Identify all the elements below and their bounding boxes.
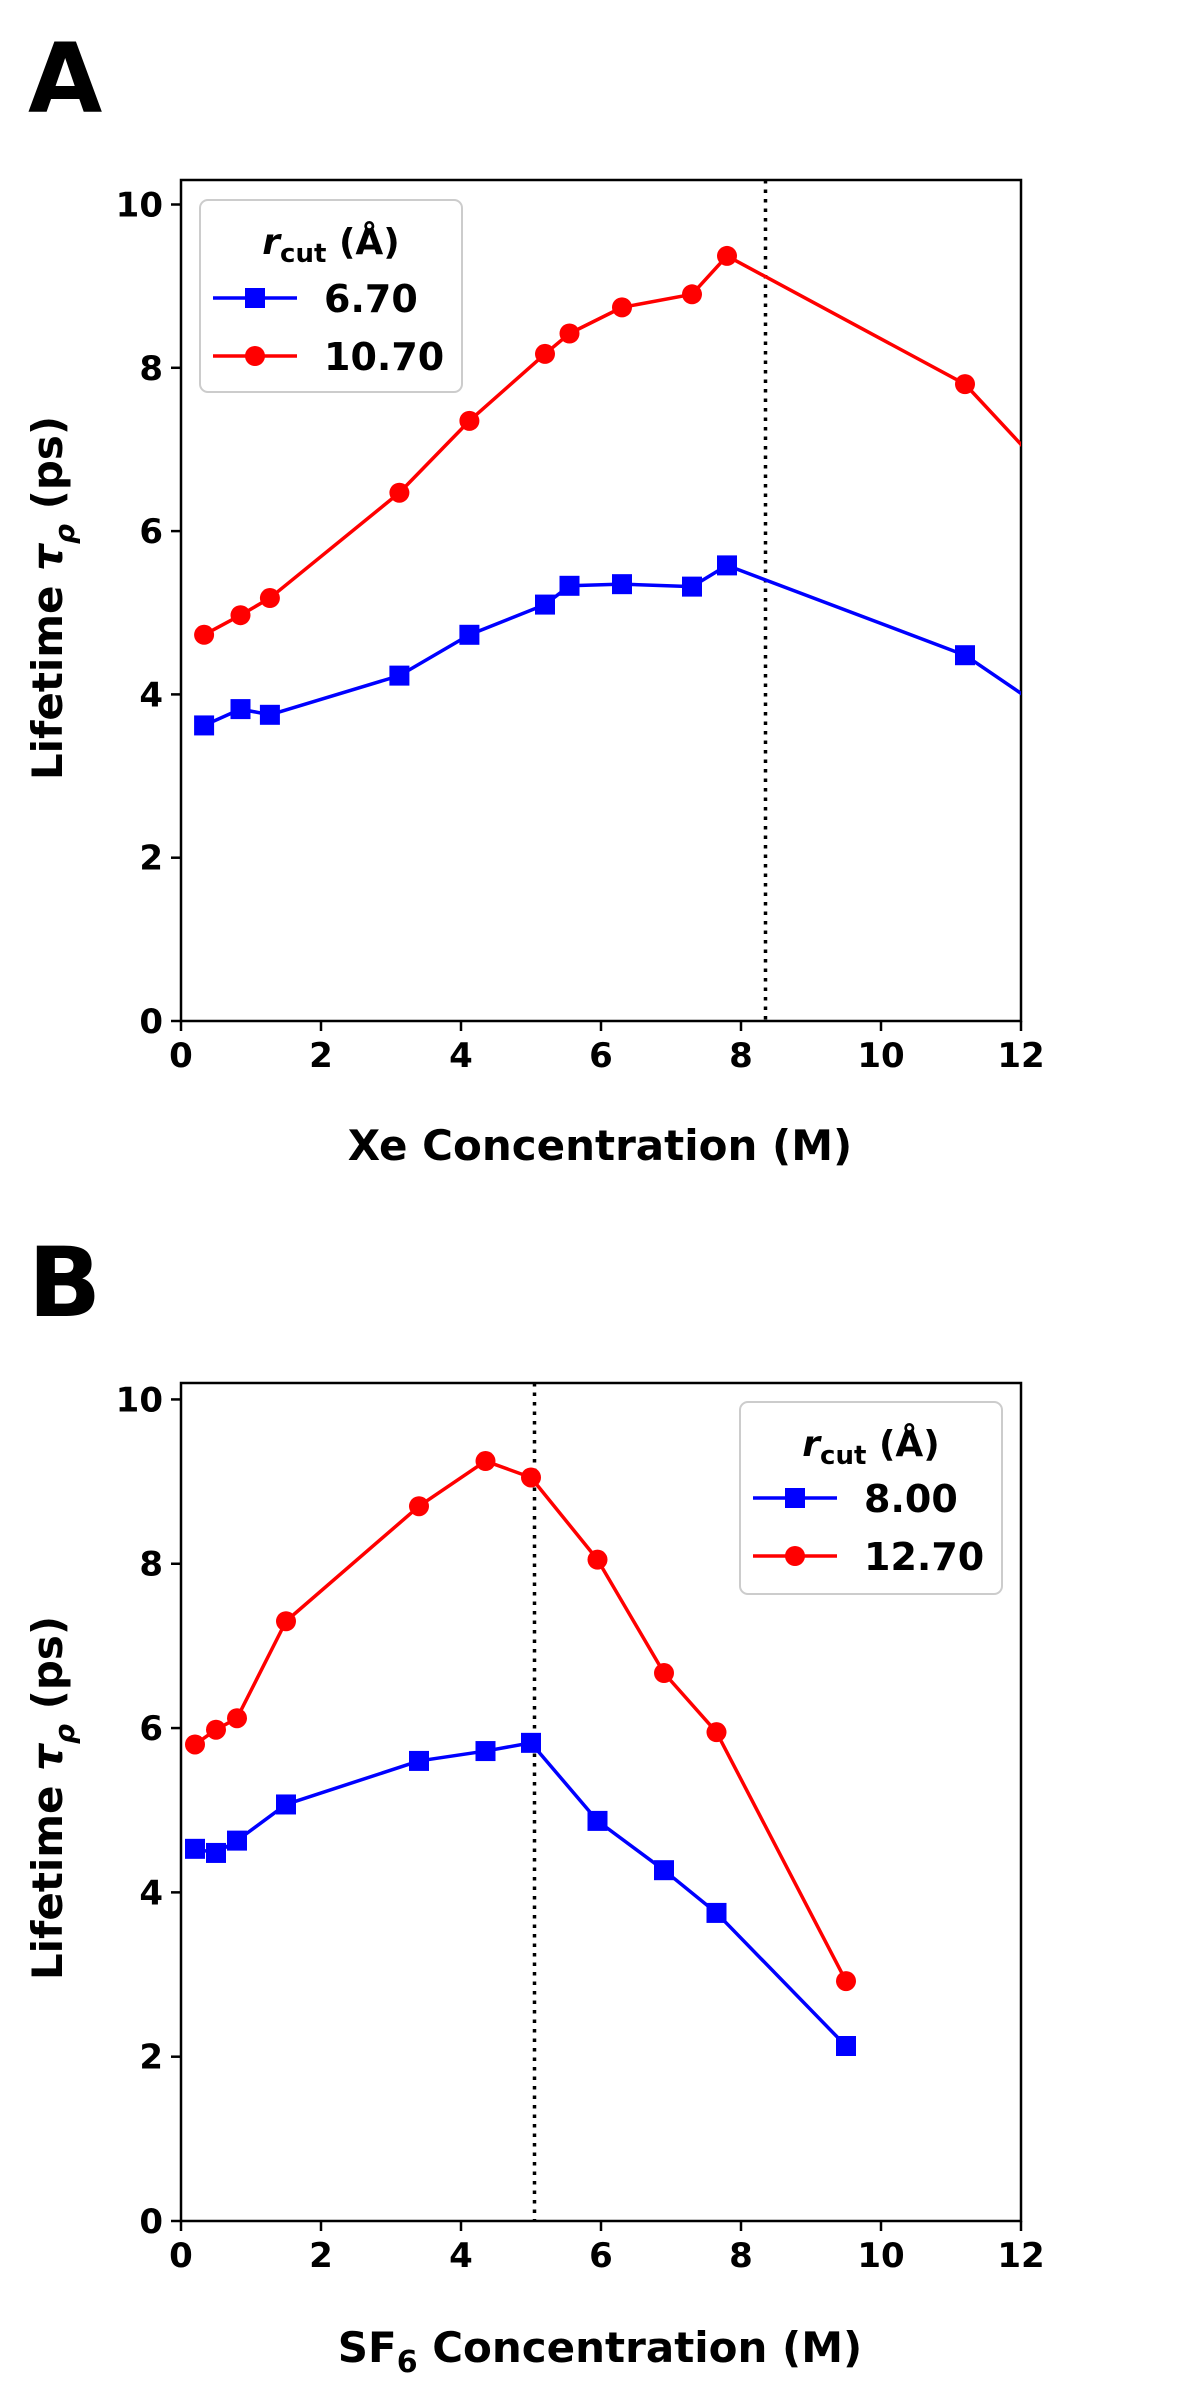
panel-a-plot: 0 2 4 6 8 10 12 0 2 4 6 8 10 [116, 178, 1045, 1076]
panel-b-legend-frame [739, 1401, 1003, 1595]
panel-b-legend: rcut (Å) 8.00 12.70 [739, 1401, 1003, 1595]
panel-b-point-8.00-9 [706, 1902, 727, 1923]
panel-b-legend-marker-2 [785, 1546, 805, 1566]
panel-a-point-6.70-5 [535, 594, 555, 615]
panel-a-point-6.70-8 [682, 576, 702, 597]
panel-b-legend-marker-1 [785, 1488, 805, 1508]
panel-a-label: A [28, 23, 102, 135]
panel-b-x-tick-label: 8 [729, 2236, 753, 2276]
panel-a-y-tick-label: 6 [139, 512, 163, 552]
panel-a-legend-label-1: 6.70 [324, 277, 418, 321]
panel-b-point-12.70-2 [227, 1708, 247, 1729]
panel-a-x-tick-label: 2 [309, 1036, 333, 1076]
panel-a-point-10.70-1 [230, 605, 251, 626]
panel-b-point-12.70-0 [185, 1734, 205, 1755]
panel-a-point-10.70-10 [955, 374, 975, 395]
panel-b-x-axis-title: SF6 Concentration (M) [338, 2323, 862, 2380]
panel-a-y-axis-title: Lifetime τρ (ps) [23, 416, 81, 780]
panel-a-point-10.70-4 [459, 410, 480, 431]
panel-b-point-8.00-3 [276, 1794, 296, 1815]
panel-b-point-12.70-7 [587, 1549, 608, 1570]
panel-b-point-8.00-8 [654, 1860, 674, 1881]
panel-a-y-tick-label: 10 [116, 185, 163, 225]
panel-b-label: B [28, 1227, 101, 1339]
panel-b-y-tick-label: 4 [139, 1873, 163, 1913]
panel-a-data-area [194, 245, 1021, 736]
panel-b-legend-label-2: 12.70 [864, 1535, 984, 1579]
panel-a-point-6.70-0 [194, 715, 215, 736]
panel-a-point-10.70-6 [559, 323, 580, 344]
panel-b-point-12.70-8 [654, 1663, 674, 1684]
panel-b-point-12.70-9 [706, 1722, 727, 1743]
panel-b: B 0 2 4 6 8 10 12 0 2 4 6 8 10 SF6 Concentration (M)… [23, 1227, 1045, 2380]
panel-b-x-tick-label: 2 [309, 2236, 333, 2276]
panel-b-point-8.00-10 [836, 2036, 856, 2057]
panel-b-point-8.00-4 [409, 1750, 429, 1771]
panel-b-point-8.00-7 [587, 1810, 608, 1831]
panel-a-point-10.70-8 [682, 284, 702, 305]
panel-a-point-10.70-5 [535, 343, 555, 364]
panel-a-legend-frame [199, 199, 463, 393]
panel-a-x-tick-label: 8 [729, 1036, 753, 1076]
panel-a-legend-marker-1 [245, 288, 265, 308]
panel-b-x-tick-label: 12 [997, 2236, 1044, 2276]
panel-a-point-6.70-6 [559, 575, 580, 596]
panel-b-point-8.00-0 [185, 1838, 205, 1859]
panel-b-data-area [185, 1451, 856, 2057]
panel-b-y-tick-label: 6 [139, 1709, 163, 1749]
panel-a-y-tick-label: 4 [139, 675, 163, 715]
panel-b-point-12.70-10 [836, 1971, 856, 1992]
panel-a-point-6.70-1 [230, 699, 251, 720]
panel-a-point-10.70-3 [389, 482, 410, 503]
panel-b-point-12.70-4 [409, 1496, 429, 1517]
panel-a-y-tick-label: 0 [139, 1002, 163, 1042]
panel-a-legend-label-2: 10.70 [324, 335, 444, 379]
panel-b-point-12.70-3 [276, 1611, 296, 1632]
panel-b-y-axis-title: Lifetime τρ (ps) [23, 1616, 81, 1980]
panel-b-point-8.00-5 [475, 1741, 496, 1762]
panel-a-point-6.70-10 [955, 645, 975, 666]
panel-b-point-12.70-6 [521, 1467, 541, 1488]
panel-a-x-axis-title: Xe Concentration (M) [348, 1121, 852, 1170]
panel-a-y-tick-label: 2 [139, 839, 163, 879]
panel-b-plot: 0 2 4 6 8 10 12 0 2 4 6 8 10 [116, 1380, 1045, 2276]
panel-b-y-tick-label: 10 [116, 1380, 163, 1420]
panel-a-x-tick-label: 10 [857, 1036, 904, 1076]
panel-b-legend-title: rcut (Å) [802, 1423, 939, 1471]
panel-a-legend-title: rcut (Å) [262, 221, 399, 269]
panel-a-point-6.70-7 [612, 574, 632, 595]
panel-b-y-tick-label: 2 [139, 2038, 163, 2078]
panel-b-point-8.00-6 [521, 1732, 541, 1753]
panel-a-x-tick-label: 0 [169, 1036, 193, 1076]
panel-b-point-8.00-2 [227, 1830, 247, 1851]
panel-a-point-10.70-2 [259, 588, 280, 609]
panel-a-y-tick-label: 8 [139, 349, 163, 389]
panel-b-x-tick-label: 4 [449, 2236, 473, 2276]
panel-a-legend-marker-2 [245, 346, 265, 366]
panel-b-x-tick-label: 6 [589, 2236, 613, 2276]
panel-a-point-6.70-3 [389, 665, 410, 686]
panel-a-point-10.70-0 [194, 624, 215, 645]
panel-b-point-8.00-1 [206, 1842, 226, 1863]
panel-a-point-6.70-9 [717, 555, 737, 576]
panel-a-x-tick-label: 4 [449, 1036, 473, 1076]
panel-a-legend: rcut (Å) 6.70 10.70 [199, 199, 463, 393]
panel-a-x-tick-label: 6 [589, 1036, 613, 1076]
panel-a-point-6.70-4 [459, 624, 480, 645]
panel-a-point-6.70-2 [259, 704, 280, 725]
panel-a-x-tick-label: 12 [997, 1036, 1044, 1076]
panel-b-x-tick-label: 0 [169, 2236, 193, 2276]
panel-a-point-10.70-7 [612, 297, 632, 318]
panel-b-y-tick-label: 0 [139, 2202, 163, 2242]
panel-b-point-12.70-1 [206, 1719, 226, 1740]
panel-b-legend-label-1: 8.00 [864, 1477, 958, 1521]
panel-b-x-tick-label: 10 [857, 2236, 904, 2276]
panel-a-point-10.70-9 [717, 245, 737, 266]
panel-b-y-tick-label: 8 [139, 1545, 163, 1585]
panel-b-point-12.70-5 [475, 1451, 496, 1472]
